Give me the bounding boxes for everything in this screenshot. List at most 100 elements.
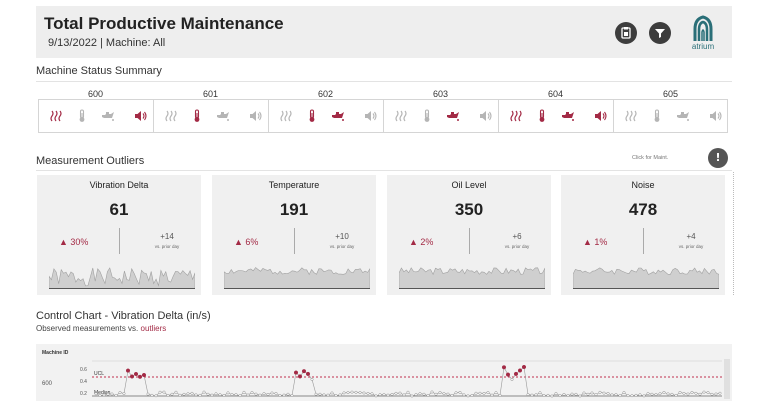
measurement-point: [230, 393, 234, 397]
machine-id-label: 602: [317, 89, 334, 99]
machine-status-cell[interactable]: [153, 100, 268, 132]
measurement-point: [602, 391, 606, 395]
measurement-point: [354, 390, 358, 394]
measurement-point: [562, 392, 566, 396]
measurement-point: [238, 394, 242, 398]
card-divider: [294, 228, 295, 254]
outlier-card-oil-level[interactable]: Oil Level 350 ▲ 2% +6 vs. prior day: [387, 175, 551, 295]
median-label: Median: [94, 390, 111, 396]
card-value: 61: [109, 200, 129, 219]
measurement-point: [570, 392, 574, 396]
measurement-point: [698, 392, 702, 396]
machine-status-cell[interactable]: [613, 100, 728, 132]
measurement-point: [714, 392, 718, 396]
ucl-label: UCL: [94, 371, 105, 377]
maintenance-alert-button[interactable]: !: [708, 148, 728, 168]
card-delta: +10: [335, 232, 349, 241]
machine-status-cell[interactable]: [383, 100, 498, 132]
measurement-point: [406, 390, 410, 394]
measurement-point: [450, 394, 454, 397]
measurement-point: [210, 393, 214, 397]
outlier-point: [137, 374, 143, 379]
card-prior-label: vs. prior day: [504, 244, 530, 249]
machine-status-cell[interactable]: [268, 100, 383, 132]
filter-icon: [655, 29, 665, 38]
measurement-point: [366, 391, 370, 395]
measurement-point: [574, 392, 578, 396]
card-name: Temperature: [268, 180, 320, 190]
oil-icon: [676, 109, 690, 123]
machine-id-label: 603: [432, 89, 449, 99]
measurement-point: [338, 393, 342, 397]
measurement-point: [346, 391, 350, 395]
oil-icon: [561, 109, 575, 123]
measurement-point: [102, 393, 106, 397]
outlier-card-noise[interactable]: Noise 478 ▲ 1% +4 vs. prior day: [561, 175, 725, 295]
status-summary-title: Machine Status Summary: [36, 65, 162, 77]
measurement-point: [566, 394, 570, 398]
page-subtitle: 9/13/2022 | Machine: All: [48, 37, 166, 49]
measurement-point: [282, 393, 286, 397]
measurement-point: [250, 391, 254, 394]
machine-id-label: 604: [547, 89, 564, 99]
measurement-point: [554, 392, 558, 395]
measurement-point: [710, 392, 714, 396]
sparkline-area: [49, 267, 195, 289]
measurement-point: [270, 391, 274, 395]
exclamation-icon: !: [715, 151, 721, 164]
measurement-point: [474, 391, 478, 395]
subtitle-text: Observed: [36, 324, 73, 333]
clipboard-icon: [621, 27, 631, 39]
outlier-point: [501, 365, 507, 370]
measurement-point: [222, 393, 226, 397]
measurement-point: [466, 394, 470, 398]
measurement-point: [370, 392, 374, 396]
measurement-point: [326, 393, 330, 397]
measurement-point: [334, 394, 338, 397]
measurement-point: [630, 394, 634, 398]
machine-status-cell[interactable]: [498, 100, 613, 132]
measurement-point: [650, 392, 654, 396]
card-name: Oil Level: [451, 180, 487, 190]
measurement-point: [198, 393, 202, 397]
measurement-point: [218, 393, 222, 397]
noise-icon: [708, 109, 722, 123]
machine-status-cell[interactable]: [39, 100, 154, 132]
y-tick: 0.6: [80, 367, 87, 373]
clipboard-icon-button[interactable]: [615, 22, 637, 44]
measurement-point: [694, 391, 698, 395]
measurement-point: [526, 393, 530, 397]
measurement-point: [170, 392, 174, 396]
filter-icon-button[interactable]: [649, 22, 671, 44]
measurement-point: [482, 391, 486, 395]
outlier-point: [517, 368, 523, 373]
measurement-point: [182, 392, 186, 396]
card-percent-change: ▲ 2%: [409, 237, 434, 247]
measurement-point: [194, 393, 198, 397]
measurement-point: [534, 393, 538, 397]
measurement-point: [214, 392, 218, 396]
sparkline: [224, 267, 370, 289]
measurement-point: [286, 392, 290, 396]
machine-id-header: Machine ID: [42, 350, 69, 356]
vibration-icon: [279, 109, 293, 123]
oil-icon: [331, 109, 345, 123]
measurement-point: [158, 390, 162, 394]
card-delta: +4: [686, 232, 696, 241]
outlier-point: [513, 371, 519, 376]
measurement-point: [446, 392, 450, 396]
measurement-point: [274, 391, 278, 395]
measurement-point: [666, 392, 670, 396]
y-tick: 0.4: [80, 379, 87, 385]
outlier-card-vibration[interactable]: Vibration Delta 61 ▲ 30% +14 vs. prior d…: [37, 175, 201, 295]
measurement-point: [418, 392, 422, 396]
card-name: Vibration Delta: [89, 180, 149, 190]
y-tick: 0.2: [80, 391, 87, 397]
outlier-point: [301, 369, 307, 374]
outlier-card-temperature[interactable]: Temperature 191 ▲ 6% +10 vs. prior day: [212, 175, 376, 295]
scrollbar[interactable]: [733, 172, 735, 295]
vibration-icon: [509, 109, 523, 123]
card-delta: +14: [160, 232, 174, 241]
measurement-point: [586, 392, 590, 396]
noise-icon: [133, 109, 147, 123]
